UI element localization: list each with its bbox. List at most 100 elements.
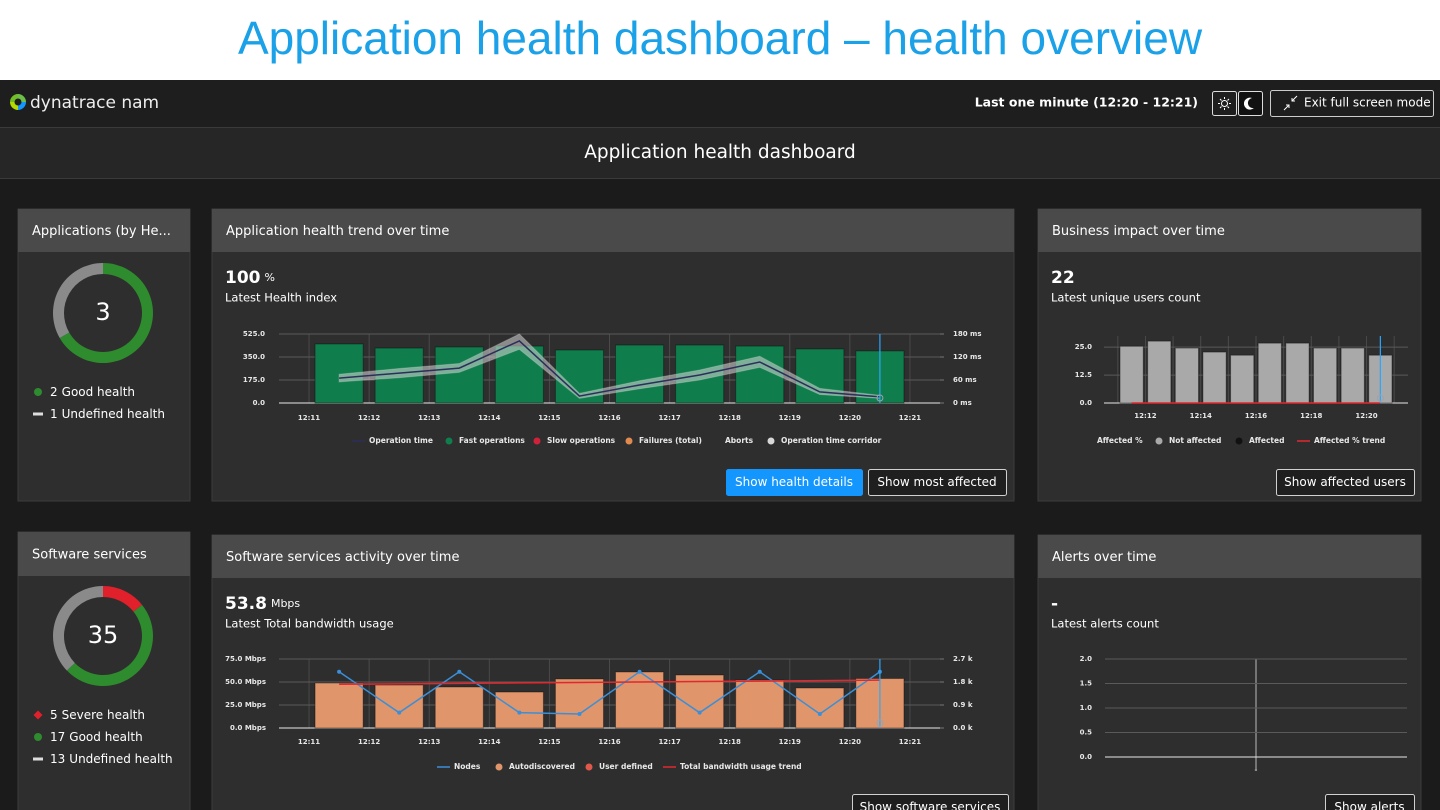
button-box[interactable] (1325, 794, 1415, 810)
cursor-marker (1376, 394, 1384, 402)
top-bar (0, 80, 1440, 127)
button-label[interactable]: Show health details (735, 475, 853, 489)
bar (1230, 354, 1255, 404)
button-box[interactable] (1276, 469, 1415, 496)
x-tick-label: 12:20 (839, 738, 861, 746)
kpi-value: 100 (225, 268, 261, 288)
time-range[interactable]: Last one minute (12:20 - 12:21) (975, 95, 1198, 110)
panel-title: Alerts over time (1052, 550, 1156, 565)
legend-marker (1235, 437, 1243, 445)
y-tick-label: 50.0 Mbps (225, 678, 266, 686)
legend-count: 2 (50, 385, 58, 399)
button[interactable]: Show alerts (1325, 794, 1415, 810)
panel-title: Application health trend over time (226, 224, 449, 239)
legend-marker (1155, 437, 1163, 445)
light-theme-button[interactable] (1212, 91, 1237, 116)
kpi-value: - (1051, 594, 1058, 614)
y-tick-label: 350.0 (243, 353, 265, 361)
button-label[interactable]: Show software services (860, 800, 1001, 810)
kpi: 22 (1051, 268, 1075, 288)
panel-header (18, 209, 190, 252)
button-box[interactable] (852, 794, 1009, 810)
bar (615, 344, 665, 404)
line-point (757, 669, 762, 674)
panel-title: Business impact over time (1052, 224, 1225, 239)
button[interactable]: Show software services (852, 794, 1009, 810)
line (339, 679, 880, 686)
panel-header (212, 209, 1014, 252)
button-box[interactable] (726, 469, 863, 496)
y2-tick-label: 0 ms (953, 399, 972, 407)
button[interactable]: Show affected users (1276, 469, 1415, 496)
x-tick-label: 12:14 (478, 414, 500, 422)
kpi-unit: % (265, 271, 275, 284)
button[interactable]: Show most affected (868, 469, 1007, 496)
x-tick-label: 12:12 (358, 414, 380, 422)
button-box[interactable] (868, 469, 1007, 496)
y-tick-label: 0.0 (253, 399, 266, 407)
line-point (817, 711, 822, 716)
slide-background (0, 0, 1440, 80)
x-tick-label: 12:16 (598, 738, 620, 746)
x-tick-label: 12:19 (779, 414, 801, 422)
exit-full-screen-label[interactable]: Exit full screen mode (1304, 96, 1431, 110)
legend-marker (33, 757, 43, 761)
kpi-value: 53.8 (225, 594, 267, 614)
legend-marker (33, 412, 43, 416)
kpi: - (1051, 594, 1058, 614)
donut-segment (52, 586, 103, 671)
exit-full-screen-button[interactable]: Exit full screen mode (1270, 90, 1434, 117)
line-point (637, 669, 642, 674)
legend-label: Affected % trend (1314, 436, 1385, 445)
line-point (337, 669, 342, 674)
legend-label: Fast operations (459, 436, 525, 445)
legend-count: 17 (50, 730, 65, 744)
legend-marker (34, 388, 42, 396)
bar (1202, 351, 1227, 404)
x-tick-label: 12:12 (358, 738, 380, 746)
kpi-label: Latest Health index (225, 291, 337, 305)
y-tick-label: 2.0 (1080, 655, 1093, 663)
y-tick-label: 0.5 (1080, 729, 1093, 737)
button-label[interactable]: Show alerts (1334, 800, 1404, 810)
legend-entry: 17 Good health (50, 730, 143, 744)
legend-label: Not affected (1169, 436, 1221, 445)
legend-name: Good health (62, 385, 135, 399)
x-tick-label: 12:15 (538, 414, 560, 422)
panel-header (18, 532, 190, 576)
y-tick-label: 0.0 (1080, 753, 1093, 761)
legend-label: Aborts (725, 436, 754, 445)
panel (17, 531, 191, 810)
y2-tick-label: 60 ms (953, 376, 977, 384)
y-tick-label: 0.0 (1080, 399, 1093, 407)
x-tick-label: 12:13 (418, 738, 440, 746)
y-tick-label: 1.5 (1080, 680, 1093, 688)
button-label[interactable]: Show most affected (877, 475, 996, 489)
x-tick-label: 12:12 (1134, 412, 1156, 420)
kpi-unit: Mbps (271, 597, 300, 610)
bar (735, 679, 785, 729)
slide-title: Application health dashboard – health ov… (238, 12, 1203, 64)
panel-title: Applications (by He... (32, 224, 171, 239)
legend-name: Severe health (62, 708, 145, 722)
kpi-value: 22 (1051, 268, 1075, 288)
button[interactable]: Show health details (726, 469, 863, 496)
button-label[interactable]: Show affected users (1284, 475, 1406, 489)
legend-marker (533, 437, 541, 445)
x-tick-label: 12:19 (779, 738, 801, 746)
bar (1340, 347, 1365, 404)
x-tick-label: 12:11 (298, 738, 320, 746)
legend-label: User defined (599, 762, 653, 771)
y2-tick-label: 0.0 k (953, 724, 973, 732)
x-tick-label: 12:18 (719, 738, 741, 746)
y2-tick-label: 2.7 k (953, 655, 973, 663)
bar (1257, 342, 1282, 404)
dark-theme-button[interactable] (1238, 91, 1263, 116)
legend-marker (495, 763, 503, 771)
legend-count: 5 (50, 708, 58, 722)
cursor-marker (876, 719, 884, 727)
legend-name: Undefined health (62, 407, 165, 421)
panel-header (212, 535, 1014, 578)
line (339, 340, 880, 398)
line-point (697, 710, 702, 715)
